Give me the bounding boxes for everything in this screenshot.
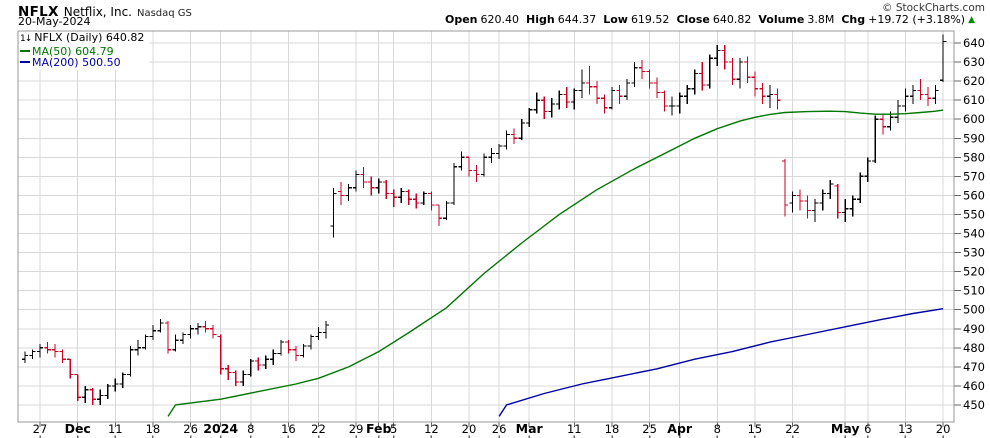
plot-border [17, 30, 955, 423]
y-axis-label: 600 [963, 112, 985, 126]
y-axis-label: 500 [963, 303, 985, 317]
y-axis-label: 450 [963, 398, 985, 412]
x-axis-label: 18 [605, 422, 620, 436]
ohlc-up-bars [21, 34, 947, 405]
company-name: Netflix, Inc. [63, 5, 132, 19]
x-axis-label: 11 [108, 422, 123, 436]
high-value: 644.37 [557, 13, 597, 26]
ohlc-down-bars [44, 44, 932, 405]
y-axis-label: 610 [963, 93, 985, 107]
x-axis-label: 8 [714, 422, 721, 436]
y-axis-label: 620 [963, 74, 985, 88]
y-axis-label: 540 [963, 227, 985, 241]
x-axis-label: 5 [390, 422, 397, 436]
y-axis-label: 560 [963, 188, 985, 202]
x-axis-label: 6 [864, 422, 871, 436]
ma50-swatch-icon [20, 49, 30, 52]
legend-price-row: 1↓ NFLX (Daily) 640.82 [20, 32, 144, 46]
y-axis-label: 570 [963, 169, 985, 183]
y-axis-label: 510 [963, 284, 985, 298]
volume-value: 3.8M [807, 13, 835, 26]
y-axis-label: 480 [963, 341, 985, 355]
x-axis-label: Mar [516, 421, 544, 436]
x-axis-label: 20 [936, 422, 951, 436]
x-axis-label: 27 [33, 422, 48, 436]
y-axis-label: 460 [963, 379, 985, 393]
x-axis-label: May [831, 421, 860, 436]
low-value: 619.52 [630, 13, 670, 26]
x-axis-label: 16 [281, 422, 296, 436]
axes [39, 42, 961, 438]
copyright-text: © StockCharts.com [882, 2, 985, 14]
x-axis-label: 22 [785, 422, 800, 436]
change-value: +19.72 (+3.18%) [868, 13, 966, 26]
gridlines [18, 31, 954, 422]
x-axis-label: 25 [642, 422, 657, 436]
y-axis-label: 580 [963, 150, 985, 164]
close-value: 640.82 [712, 13, 752, 26]
ohlc-bars [21, 34, 947, 405]
x-axis-label: Apr [667, 421, 693, 436]
y-axis-label: 590 [963, 131, 985, 145]
x-axis-label: 8 [247, 422, 254, 436]
x-axis-label: 11 [567, 422, 582, 436]
legend-ma200-label: MA(200) 500.50 [32, 56, 121, 69]
legend-ma50-label: MA(50) 604.79 [32, 44, 114, 58]
x-axis-label: 26 [183, 422, 198, 436]
x-axis-label: 13 [898, 422, 913, 436]
moving-averages [167, 109, 944, 417]
high-label: High [526, 13, 555, 26]
y-axis-label: 470 [963, 360, 985, 374]
open-value: 620.40 [480, 13, 520, 26]
ma200-swatch-icon [20, 61, 30, 63]
up-arrow-icon: ▲ [968, 15, 975, 25]
x-axis-label: 12 [424, 422, 439, 436]
x-axis-label: 20 [462, 422, 477, 436]
x-axis-label: 15 [748, 422, 763, 436]
ticker-symbol: NFLX [18, 4, 59, 20]
x-axis-label: 26 [492, 422, 507, 436]
exchange-name: Nasdaq GS [136, 8, 192, 19]
price-style-icon: 1↓ [20, 34, 32, 44]
legend-ma50-row: MA(50) 604.79 [20, 44, 144, 58]
x-axis-label: 29 [349, 422, 364, 436]
close-label: Close [676, 13, 710, 26]
volume-label: Volume [758, 13, 805, 26]
chart-header: NFLX Netflix, Inc. Nasdaq GS [18, 1, 192, 20]
quote-summary: Open 620.40 High 644.37 Low 619.52 Close 640.82… [438, 13, 975, 26]
x-axis-label: 18 [146, 422, 161, 436]
y-axis-label: 640 [963, 36, 985, 50]
low-label: Low [603, 13, 628, 26]
x-axis-label: 2024 [203, 421, 238, 436]
chart-legend: 1↓ NFLX (Daily) 640.82 MA(50) 604.79 MA(2… [20, 32, 150, 70]
x-axis-label: Feb [366, 421, 392, 436]
x-axis-label: 22 [311, 422, 326, 436]
y-axis-label: 550 [963, 207, 985, 221]
y-axis-label: 530 [963, 246, 985, 260]
ma50-line [167, 109, 944, 417]
y-axis-label: 630 [963, 55, 985, 69]
legend-ma200-row: MA(200) 500.50 [20, 57, 144, 69]
legend-price-label: NFLX (Daily) 640.82 [34, 31, 145, 44]
y-axis-label: 490 [963, 322, 985, 336]
change-label: Chg [841, 13, 866, 26]
open-label: Open [444, 13, 478, 26]
chart-date: 20-May-2024 [18, 15, 91, 28]
x-axis-label: Dec [65, 421, 91, 436]
y-axis-label: 520 [963, 265, 985, 279]
ma200-line [498, 308, 944, 417]
axis-labels: 4504604704804905005105205305405505605705… [33, 36, 985, 436]
